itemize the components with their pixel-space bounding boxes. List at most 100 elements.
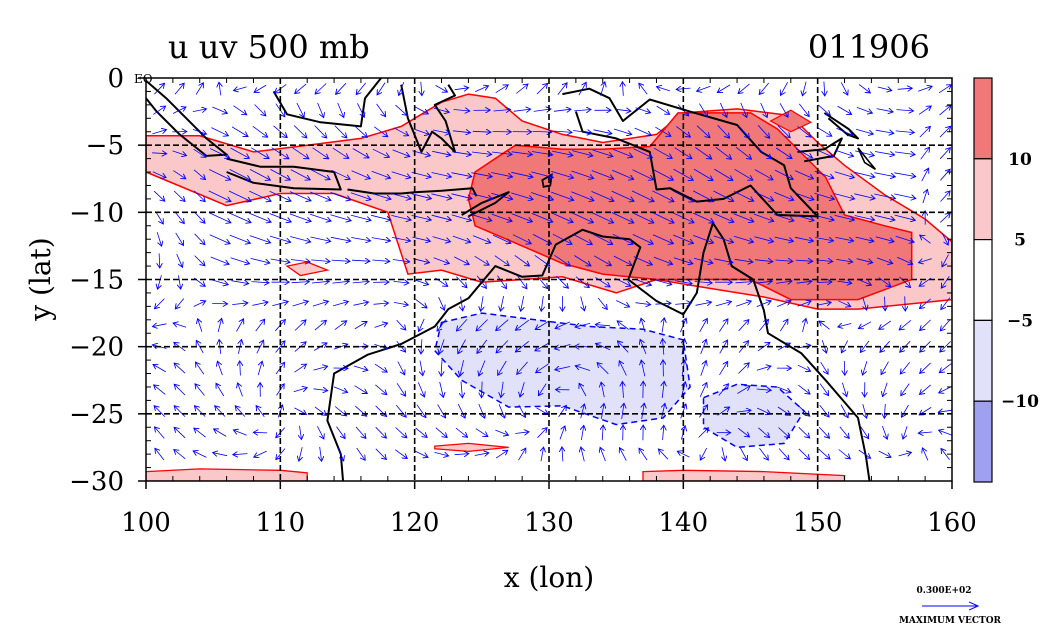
vector-56 xyxy=(211,127,228,136)
vector-592 xyxy=(798,427,810,438)
vector-459 xyxy=(654,279,672,285)
vector-37 xyxy=(192,109,207,112)
vector-79 xyxy=(229,234,251,243)
vector-464 xyxy=(662,381,664,398)
vector-55 xyxy=(212,106,227,113)
vector-112 xyxy=(270,169,290,180)
vector-562 xyxy=(774,169,793,179)
vector-78 xyxy=(228,212,251,223)
vector-659 xyxy=(879,320,892,330)
vector-504 xyxy=(717,84,731,93)
vector-594 xyxy=(824,81,825,96)
vector-633 xyxy=(855,150,874,156)
vector-327 xyxy=(511,152,533,155)
vector-231 xyxy=(395,404,406,417)
vector-337 xyxy=(517,361,528,375)
vector-527 xyxy=(733,190,754,201)
vector-key-value: 0.300E+02 xyxy=(916,586,971,596)
vector-305 xyxy=(474,453,489,456)
vector-395 xyxy=(581,447,585,462)
vector-629 xyxy=(838,449,851,459)
vector-656 xyxy=(876,257,893,264)
vector-184 xyxy=(351,170,371,179)
vector-342 xyxy=(536,83,548,95)
vector-173 xyxy=(334,321,347,330)
vector-557 xyxy=(759,447,769,460)
vector-145 xyxy=(317,102,324,118)
vector-508 xyxy=(714,168,733,180)
vector-658 xyxy=(885,296,886,311)
vector-682 xyxy=(903,426,908,439)
vector-695 xyxy=(920,319,931,331)
vector-419 xyxy=(611,190,634,201)
vector-546 xyxy=(753,213,774,221)
vector-498 xyxy=(700,339,707,355)
vector-439 xyxy=(632,234,653,244)
vector-677 xyxy=(899,319,912,330)
vector-153 xyxy=(311,281,329,283)
vector-10 xyxy=(155,298,165,309)
vector-457 xyxy=(652,234,673,244)
vector-380 xyxy=(573,131,592,134)
vector-194 xyxy=(354,385,368,394)
vector-445 xyxy=(641,360,645,377)
vector-49 xyxy=(196,362,205,375)
vector-559 xyxy=(779,103,788,117)
vector-164 xyxy=(334,125,347,138)
vector-572 xyxy=(777,386,791,392)
y-tick-label: −10 xyxy=(69,198,124,228)
vector-415 xyxy=(614,109,631,111)
vector-221 xyxy=(391,193,411,199)
vector-711 xyxy=(941,275,950,288)
vector-233 xyxy=(394,449,407,459)
vector-499 xyxy=(700,361,706,376)
vector-530 xyxy=(734,259,753,262)
vector-500 xyxy=(699,383,707,397)
vector-480 xyxy=(682,339,685,355)
vector-604 xyxy=(817,302,832,305)
vector-295 xyxy=(472,235,491,243)
vector-540 xyxy=(759,82,770,95)
colorbar-bin-1 xyxy=(973,158,993,241)
vector-645 xyxy=(863,403,867,418)
vector-212 xyxy=(375,384,386,395)
x-tick-label: 160 xyxy=(927,508,977,538)
vector-563 xyxy=(774,191,794,200)
vector-706 xyxy=(940,169,950,181)
vector-208 xyxy=(373,303,389,304)
vector-273 xyxy=(452,152,471,155)
vector-319 xyxy=(498,360,507,375)
vector-339 xyxy=(518,404,526,418)
vector-603 xyxy=(816,282,832,283)
vector-609 xyxy=(819,405,829,417)
vector-544 xyxy=(754,169,773,180)
vector-541 xyxy=(760,102,768,118)
vector-75 xyxy=(230,147,250,158)
vector-211 xyxy=(374,363,387,372)
chart-title: u uv 500 mb xyxy=(168,28,370,66)
vector-368 xyxy=(554,254,571,266)
x-tick-label: 140 xyxy=(659,508,709,538)
vector-411 xyxy=(601,404,604,419)
vector-511 xyxy=(713,235,734,243)
vector-275 xyxy=(451,193,472,199)
vector-542 xyxy=(757,125,770,138)
vector-36 xyxy=(195,83,203,95)
vector-96 xyxy=(249,212,271,222)
vector-35 xyxy=(174,450,186,460)
vector-514 xyxy=(715,302,732,307)
vector-249 xyxy=(416,404,426,418)
vector-487 xyxy=(699,103,707,117)
vector-224 xyxy=(392,260,410,262)
vector-470 xyxy=(676,126,690,137)
vector-388 xyxy=(580,296,585,311)
vector-214 xyxy=(375,426,387,438)
vector-2 xyxy=(152,130,166,135)
vector-180 xyxy=(356,82,367,95)
vector-338 xyxy=(520,382,525,397)
vector-27 xyxy=(179,275,181,289)
vector-58 xyxy=(209,169,230,180)
vector-408 xyxy=(596,344,611,351)
vector-697 xyxy=(920,362,931,374)
vector-661 xyxy=(881,361,889,375)
